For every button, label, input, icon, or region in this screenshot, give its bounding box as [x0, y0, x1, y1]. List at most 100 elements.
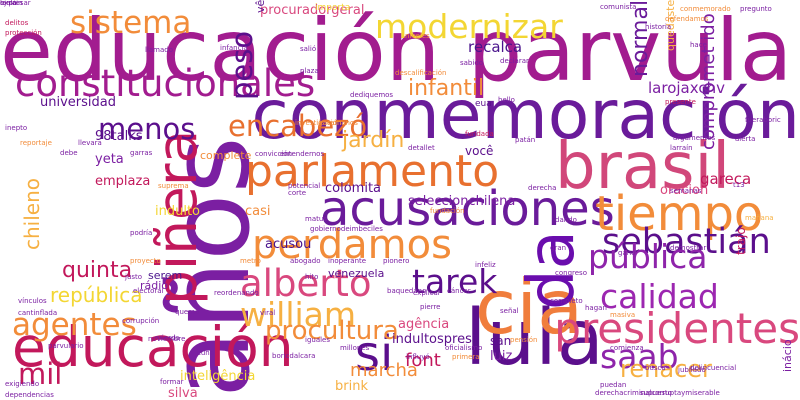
word-defendamos: defendamos: [665, 15, 709, 23]
word-delincuencial: delincuencial: [690, 364, 737, 372]
word-larrain: larraín: [670, 144, 693, 152]
word-inepto: inepto: [5, 124, 28, 132]
word-puedan: puedan: [600, 381, 627, 389]
word-conmemoracion: conmemoración: [251, 76, 800, 155]
word-agencia: agência: [398, 317, 450, 332]
word-t13: t13: [733, 181, 745, 189]
word-congreso: congreso: [555, 269, 587, 277]
word-gareca: gareca: [700, 170, 752, 188]
word-modernizar: modernizar: [375, 7, 563, 46]
word-suprema: suprema: [158, 182, 189, 190]
word-quemo: quemo: [175, 308, 200, 316]
word-calidad: calidad: [600, 277, 719, 316]
word-supuesto: supuesto: [640, 389, 672, 397]
word-procuradorgeral: procuradorgeral: [260, 3, 365, 18]
word-larojaxchv: larojaxchv: [648, 79, 725, 97]
word-senal: señal: [500, 307, 519, 315]
word-marcha: marcha: [350, 360, 418, 381]
word-explicar: explicar: [413, 289, 441, 297]
word-eua: eua: [475, 99, 492, 109]
word-proyecto: proyecto: [130, 257, 161, 265]
word-infantil: infantil: [408, 76, 485, 101]
word-delitos: delitos: [5, 19, 29, 27]
word-exigiendo: exigiendo: [5, 380, 40, 388]
word-baquedano: baquedano: [387, 287, 427, 295]
word-lula: lula: [465, 294, 604, 383]
word-viral: viral: [260, 309, 276, 317]
word-colomita: colomita: [325, 181, 382, 196]
word-historia: historia: [645, 23, 672, 31]
word-garras: garras: [130, 149, 153, 157]
word-karamanos: karamanos: [319, 119, 358, 127]
word-influyo: influyó: [406, 353, 430, 361]
word-derechacriminalcorruptaymiserable: derechacriminalcorruptaymiserable: [595, 389, 720, 397]
word-corrupcion: corrupción: [122, 317, 160, 325]
word-pregunto: pregunto: [740, 5, 772, 13]
word-manana: mañana: [745, 214, 774, 222]
word-fueraboric: fueraboric: [745, 116, 781, 124]
word-republica: república: [50, 283, 143, 307]
word-publica: pública: [588, 237, 708, 276]
word-yeta: yeta: [95, 152, 124, 167]
word-fundacion: fundación: [430, 207, 465, 215]
word-gobiernodeimbeciles: gobiernodeimbeciles: [310, 225, 383, 233]
word-electoral: electoral: [133, 287, 164, 295]
word-millones: millones: [340, 344, 370, 352]
word-gano: gano: [618, 249, 636, 257]
word-demostrar: demostrar: [670, 244, 707, 252]
word-bello: bello: [498, 96, 515, 104]
word-chileno: chileno: [20, 177, 44, 250]
word-radio: rádio: [140, 279, 169, 292]
word-cia: cia: [475, 263, 584, 351]
word-dediquemos: dediquemos: [350, 91, 394, 99]
word-normal: normal: [628, 0, 653, 78]
word-comienza: comienza: [610, 344, 644, 352]
word-debe: debe: [60, 149, 78, 157]
word-declarar: declarar: [500, 57, 529, 65]
word-reportaje: reportaje: [20, 139, 52, 147]
word-mil: mil: [18, 357, 63, 391]
word-tiempo: tiempo: [595, 186, 764, 242]
word-sebastian: sebastián: [602, 222, 771, 262]
word-abogado: abogado: [290, 257, 321, 265]
word-oracion: oracion: [660, 183, 709, 198]
word-acusaciones: acusaciones: [320, 181, 615, 237]
word-98talks: 98talks: [95, 129, 143, 144]
word-voce: você: [465, 144, 494, 158]
word-brasil: brasil: [555, 130, 731, 204]
word-infeliz: infeliz: [475, 261, 496, 269]
word-importa: importa: [315, 3, 351, 13]
word-niveles: niveles: [405, 32, 430, 40]
word-oficialismo: oficialismo: [445, 344, 483, 352]
word-tarek: tarek: [412, 262, 498, 301]
word-patan: patán: [515, 136, 536, 144]
word-pionero: pionero: [383, 257, 410, 265]
word-educacion-parvularia: educación parvularia: [0, 1, 800, 101]
word-complete: complete: [200, 149, 252, 162]
word-jardin: jardín: [342, 128, 405, 153]
word-cantinflada: cantinflada: [18, 309, 58, 317]
word-alerta: alerta: [735, 135, 756, 143]
word-jubilado: jubilado: [678, 366, 706, 374]
word-brink: brink: [335, 379, 368, 394]
word-emplaza: emplaza: [95, 174, 151, 189]
word-metro: metro: [240, 257, 261, 265]
word-argumentos: argumentos: [673, 134, 716, 142]
word-infancia: infancia: [220, 44, 248, 52]
word-hace: hace: [690, 41, 707, 49]
word-llevara: llevara: [78, 139, 102, 147]
word-inacio: inácio: [781, 339, 794, 372]
word-recalca: recalca: [468, 38, 523, 56]
word-si: si: [355, 326, 394, 382]
word-dando: dando: [555, 216, 577, 224]
word-silva: silva: [168, 386, 198, 400]
word-potencial: potencial: [288, 182, 321, 190]
word-presidentes: presidentes: [554, 304, 800, 353]
word-pierre: pierre: [420, 303, 441, 311]
word-reordenando: reordenando: [214, 289, 259, 297]
word-cancer: cáncer: [447, 287, 471, 295]
word-agentes: agentes: [12, 307, 137, 343]
word-iguales: iguales: [305, 336, 331, 344]
word-conmemorado: conmemorado: [680, 5, 731, 13]
